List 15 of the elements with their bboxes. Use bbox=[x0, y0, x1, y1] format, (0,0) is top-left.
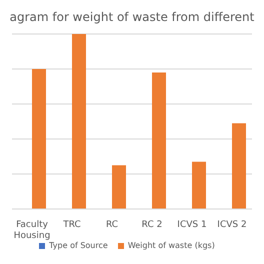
x-tick-label: ICVS 1 bbox=[177, 220, 207, 230]
x-tick-label: ICVS 2 bbox=[217, 220, 247, 230]
bar bbox=[72, 34, 86, 209]
bar bbox=[192, 162, 206, 209]
legend-label: Type of Source bbox=[49, 241, 108, 250]
bar bbox=[32, 69, 46, 209]
x-tick-label: RC 2 bbox=[142, 220, 162, 230]
bar bbox=[112, 165, 126, 209]
x-tick-label: Faculty Housing bbox=[14, 220, 50, 241]
x-tick-label: TRC bbox=[62, 220, 81, 230]
legend-label: Weight of waste (kgs) bbox=[128, 241, 215, 250]
bar bbox=[152, 72, 166, 209]
x-tick-label: RC bbox=[106, 220, 118, 230]
chart-title: agram for weight of waste from different bbox=[8, 9, 256, 24]
bar bbox=[232, 123, 246, 209]
